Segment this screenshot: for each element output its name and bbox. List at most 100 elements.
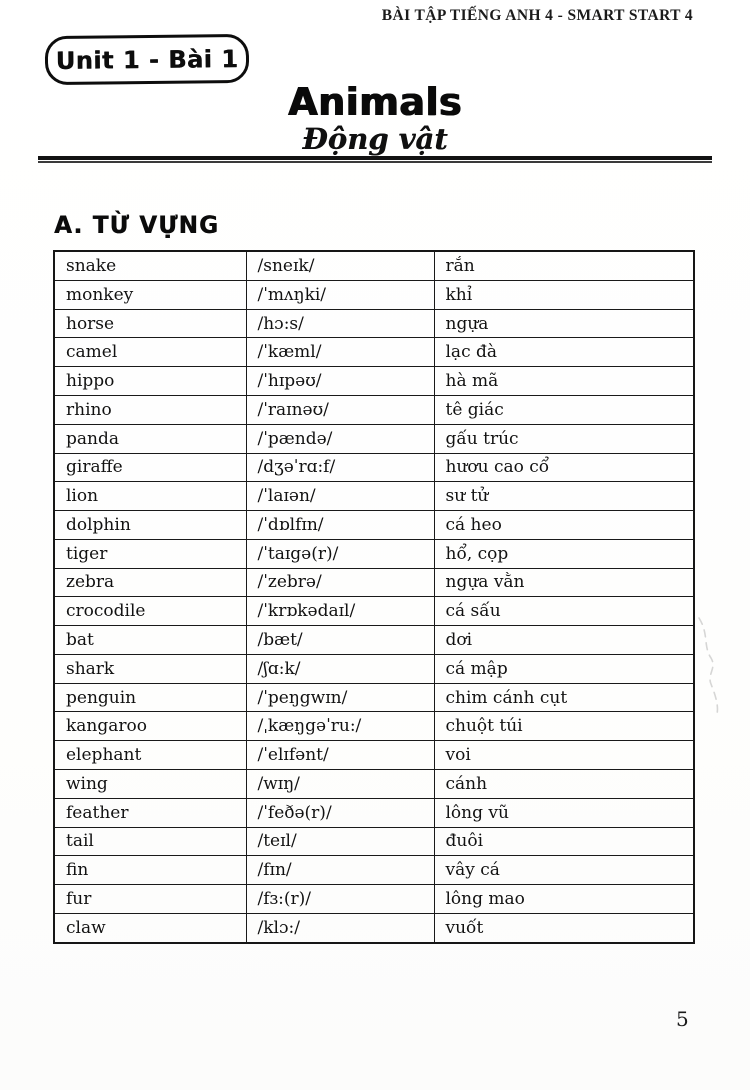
vocab-table-body: snake/sneɪk/rắn monkey/ˈmʌŋki/khỉ horse/hɔ… <box>53 250 695 944</box>
table-row: fin/fɪn/vây cá <box>53 855 695 886</box>
pronunciation-cell: /ˈlaɪən/ <box>245 481 435 512</box>
word-cell: fur <box>53 884 247 914</box>
meaning-cell: dơi <box>433 625 695 655</box>
pronunciation-cell: /ˈkæml/ <box>245 337 435 368</box>
pronunciation-cell: /ˈmʌŋki/ <box>245 279 435 310</box>
divider-rule <box>38 156 712 164</box>
pronunciation-cell: /ˈkrɒkədaɪl/ <box>245 596 435 627</box>
word-cell: feather <box>53 797 247 828</box>
meaning-cell: lông mao <box>433 884 695 914</box>
unit-badge-label: Unit 1 - Bài 1 <box>55 44 239 75</box>
word-cell: camel <box>53 337 247 368</box>
word-cell: horse <box>53 308 247 339</box>
word-cell: penguin <box>53 682 247 713</box>
word-cell: tiger <box>53 538 247 569</box>
pronunciation-cell: /sneɪk/ <box>245 250 435 281</box>
pronunciation-cell: /ˈdɒlfɪn/ <box>245 510 435 540</box>
pronunciation-cell: /teɪl/ <box>245 826 435 857</box>
table-row: elephant/ˈelɪfənt/voi <box>53 740 695 770</box>
meaning-cell: đuôi <box>433 826 695 857</box>
pronunciation-cell: /fɪn/ <box>245 855 435 886</box>
table-row: shark/ʃɑ:k/cá mập <box>53 653 695 684</box>
table-row: giraffe/dʒəˈrɑ:f/hươu cao cổ <box>53 452 695 483</box>
meaning-cell: lông vũ <box>433 797 695 828</box>
word-cell: kangaroo <box>53 711 247 742</box>
word-cell: zebra <box>53 567 247 598</box>
meaning-cell: ngựa <box>433 308 695 339</box>
word-cell: monkey <box>53 279 247 310</box>
table-row: snake/sneɪk/rắn <box>53 250 695 281</box>
table-row: feather/ˈfeðə(r)/lông vũ <box>53 797 695 828</box>
word-cell: crocodile <box>53 596 247 627</box>
pronunciation-cell: /ˈfeðə(r)/ <box>245 797 435 828</box>
word-cell: giraffe <box>53 452 247 483</box>
meaning-cell: lạc đà <box>433 337 695 368</box>
page-number: 5 <box>676 1007 689 1031</box>
word-cell: lion <box>53 481 247 512</box>
pronunciation-cell: /ˈhɪpəʊ/ <box>245 366 435 397</box>
meaning-cell: cá mập <box>433 653 695 684</box>
pronunciation-cell: /fɜ:(r)/ <box>245 884 435 914</box>
table-row: monkey/ˈmʌŋki/khỉ <box>53 279 695 310</box>
word-cell: dolphin <box>53 510 247 540</box>
pronunciation-cell: /ˈzebrə/ <box>245 567 435 598</box>
table-row: camel/ˈkæml/lạc đà <box>53 337 695 368</box>
lesson-subtitle: Động vật <box>302 122 448 156</box>
pronunciation-cell: /klɔ:/ <box>245 912 435 944</box>
unit-badge: Unit 1 - Bài 1 <box>44 33 250 86</box>
pronunciation-cell: /ˈpeŋgwɪn/ <box>245 682 435 713</box>
pronunciation-cell: /dʒəˈrɑ:f/ <box>245 452 435 483</box>
meaning-cell: khỉ <box>433 279 695 310</box>
word-cell: tail <box>53 826 247 857</box>
word-cell: rhino <box>53 395 247 425</box>
pronunciation-cell: /wɪŋ/ <box>245 768 435 799</box>
meaning-cell: tê giác <box>433 395 695 425</box>
meaning-cell: sư tử <box>433 481 695 512</box>
word-cell: fin <box>53 855 247 886</box>
table-row: hippo/ˈhɪpəʊ/hà mã <box>53 366 695 397</box>
meaning-cell: cánh <box>433 768 695 799</box>
meaning-cell: ngựa vằn <box>433 567 695 598</box>
table-row: fur/fɜ:(r)/lông mao <box>53 884 695 914</box>
table-row: claw/klɔ:/vuốt <box>53 912 695 944</box>
word-cell: panda <box>53 423 247 454</box>
meaning-cell: gấu trúc <box>433 423 695 454</box>
table-row: panda/ˈpændə/gấu trúc <box>53 423 695 454</box>
meaning-cell: vuốt <box>433 912 695 944</box>
pronunciation-cell: /ˈtaɪgə(r)/ <box>245 538 435 569</box>
table-row: tiger/ˈtaɪgə(r)/hổ, cọp <box>53 538 695 569</box>
pronunciation-cell: /hɔ:s/ <box>245 308 435 339</box>
table-row: kangaroo/ˌkæŋgəˈru:/chuột túi <box>53 711 695 742</box>
word-cell: bat <box>53 625 247 655</box>
word-cell: snake <box>53 250 247 281</box>
meaning-cell: voi <box>433 740 695 770</box>
table-row: zebra/ˈzebrə/ngựa vằn <box>53 567 695 598</box>
table-row: horse/hɔ:s/ngựa <box>53 308 695 339</box>
pronunciation-cell: /bæt/ <box>245 625 435 655</box>
table-row: tail/teɪl/đuôi <box>53 826 695 857</box>
word-cell: claw <box>53 912 247 944</box>
pronunciation-cell: /ˈraɪnəʊ/ <box>245 395 435 425</box>
lesson-title: Animals <box>288 80 462 124</box>
table-row: penguin/ˈpeŋgwɪn/chim cánh cụt <box>53 682 695 713</box>
table-row: crocodile/ˈkrɒkədaɪl/cá sấu <box>53 596 695 627</box>
meaning-cell: hổ, cọp <box>433 538 695 569</box>
word-cell: elephant <box>53 740 247 770</box>
table-row: wing/wɪŋ/cánh <box>53 768 695 799</box>
scan-artifact <box>698 617 719 715</box>
word-cell: hippo <box>53 366 247 397</box>
word-cell: wing <box>53 768 247 799</box>
table-row: rhino/ˈraɪnəʊ/tê giác <box>53 395 695 425</box>
table-row: bat/bæt/dơi <box>53 625 695 655</box>
meaning-cell: chuột túi <box>433 711 695 742</box>
section-heading-vocabulary: A. TỪ VỰNG <box>54 212 220 240</box>
table-row: dolphin/ˈdɒlfɪn/cá heo <box>53 510 695 540</box>
vocab-table: snake/sneɪk/rắn monkey/ˈmʌŋki/khỉ horse/hɔ… <box>53 250 695 944</box>
word-cell: shark <box>53 653 247 684</box>
meaning-cell: vây cá <box>433 855 695 886</box>
pronunciation-cell: /ˈelɪfənt/ <box>245 740 435 770</box>
running-header: BÀI TẬP TIẾNG ANH 4 - SMART START 4 <box>381 7 693 24</box>
meaning-cell: hà mã <box>433 366 695 397</box>
table-row: lion/ˈlaɪən/sư tử <box>53 481 695 512</box>
